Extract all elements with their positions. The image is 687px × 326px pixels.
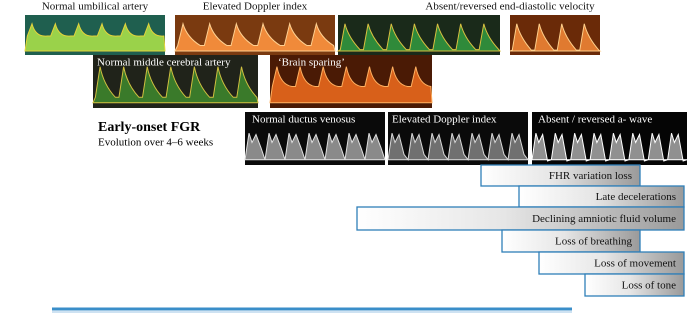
- subtitle: Evolution over 4–6 weeks: [98, 137, 213, 149]
- umbilical-artery-label: Elevated Doppler index: [203, 1, 308, 13]
- mca-label: Normal middle cerebral artery: [97, 57, 231, 69]
- doppler-waveform: [174, 21, 336, 52]
- stage-label: Loss of movement: [594, 258, 676, 270]
- umbilical-artery-label: Normal umbilical artery: [42, 1, 149, 13]
- doppler-waveform: [24, 22, 166, 52]
- mca-label: ‘Brain sparing’: [278, 57, 345, 69]
- stage-label: Loss of breathing: [555, 236, 632, 248]
- stage-label: Late decelerations: [596, 191, 676, 203]
- doppler-waveform: [509, 23, 602, 52]
- doppler-waveform: [336, 23, 502, 52]
- ductus-venosus-label: Absent / reversed a- wave: [538, 114, 652, 126]
- doppler-waveform: [531, 132, 687, 162]
- stage-label: Declining amniotic fluid volume: [532, 213, 676, 225]
- ductus-venosus-label: Normal ductus venosus: [252, 114, 355, 126]
- title: Early-onset FGR: [98, 120, 201, 135]
- ductus-venosus-label: Elevated Doppler index: [392, 114, 497, 126]
- doppler-waveform: [92, 66, 259, 104]
- stage-label: Loss of tone: [622, 280, 677, 292]
- umbilical-artery-label: Absent/reversed end-diastolic velocity: [425, 1, 595, 13]
- doppler-waveform: [269, 66, 433, 104]
- stage-bar: [584, 273, 685, 297]
- stage-label: FHR variation loss: [549, 170, 632, 182]
